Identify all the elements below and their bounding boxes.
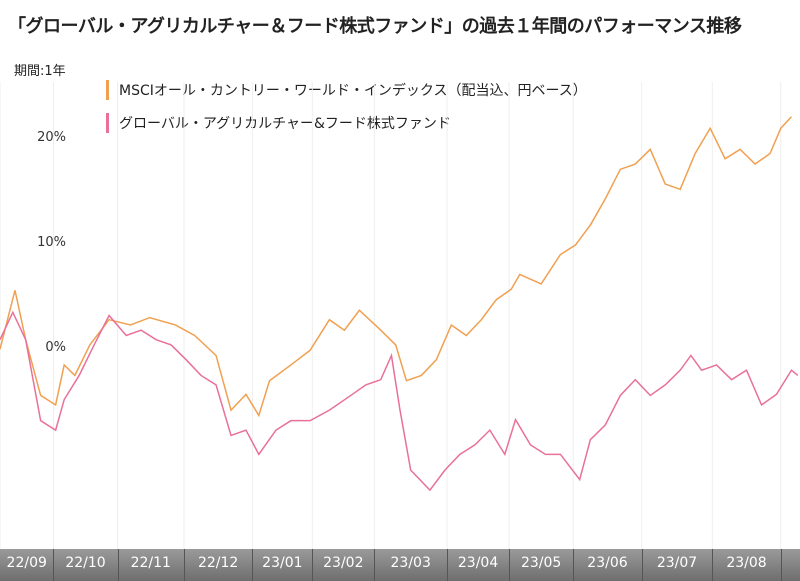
x-axis-separator <box>712 549 714 581</box>
x-axis-separator <box>374 549 376 581</box>
y-tick-label: 20% <box>37 129 66 145</box>
series-line-fund <box>0 310 799 492</box>
x-tick-label: 23/03 <box>390 555 431 571</box>
x-axis-separator <box>573 549 575 581</box>
x-tick-label: 23/06 <box>587 555 628 571</box>
x-tick-label: 22/12 <box>197 555 239 571</box>
x-tick-label: 22/10 <box>65 555 106 571</box>
x-axis-separator <box>780 549 782 581</box>
y-tick-label: 0% <box>45 340 66 356</box>
legend-item-fund: グローバル・アグリカルチャー&フード株式ファンド <box>106 113 451 133</box>
x-tick-label: 23/04 <box>457 555 499 571</box>
x-axis-separator <box>53 549 55 581</box>
x-tick-label: 22/09 <box>6 555 47 571</box>
x-tick-label: 23/05 <box>520 555 562 571</box>
x-axis-separator <box>641 549 643 581</box>
x-axis-separator <box>447 549 449 581</box>
chart-title: 「グローバル・アグリカルチャー＆フード株式ファンド」の過去１年間のパフォーマンス… <box>8 16 742 37</box>
legend-item-msci: MSCIオール・カントリー・ワールド・インデックス（配当込、円ベース） <box>106 80 587 100</box>
x-tick-label: 23/07 <box>656 555 698 571</box>
x-axis-separator <box>183 549 185 581</box>
x-tick-label: 23/08 <box>726 555 767 571</box>
x-axis: 22/09 22/10 22/11 22/12 23/01 23/02 23/03 23/04… <box>0 549 800 581</box>
x-axis-separator <box>252 549 254 581</box>
x-tick-label: 22/11 <box>130 555 171 571</box>
x-tick-label: 23/02 <box>323 555 364 571</box>
x-axis-separator <box>509 549 511 581</box>
x-axis-separator <box>117 549 119 581</box>
x-axis-separator <box>312 549 314 581</box>
period-label: 期間:1年 <box>14 64 66 79</box>
series-line-msci <box>0 116 792 418</box>
y-tick-label: 10% <box>37 234 66 250</box>
x-tick-label: 23/01 <box>262 555 303 571</box>
